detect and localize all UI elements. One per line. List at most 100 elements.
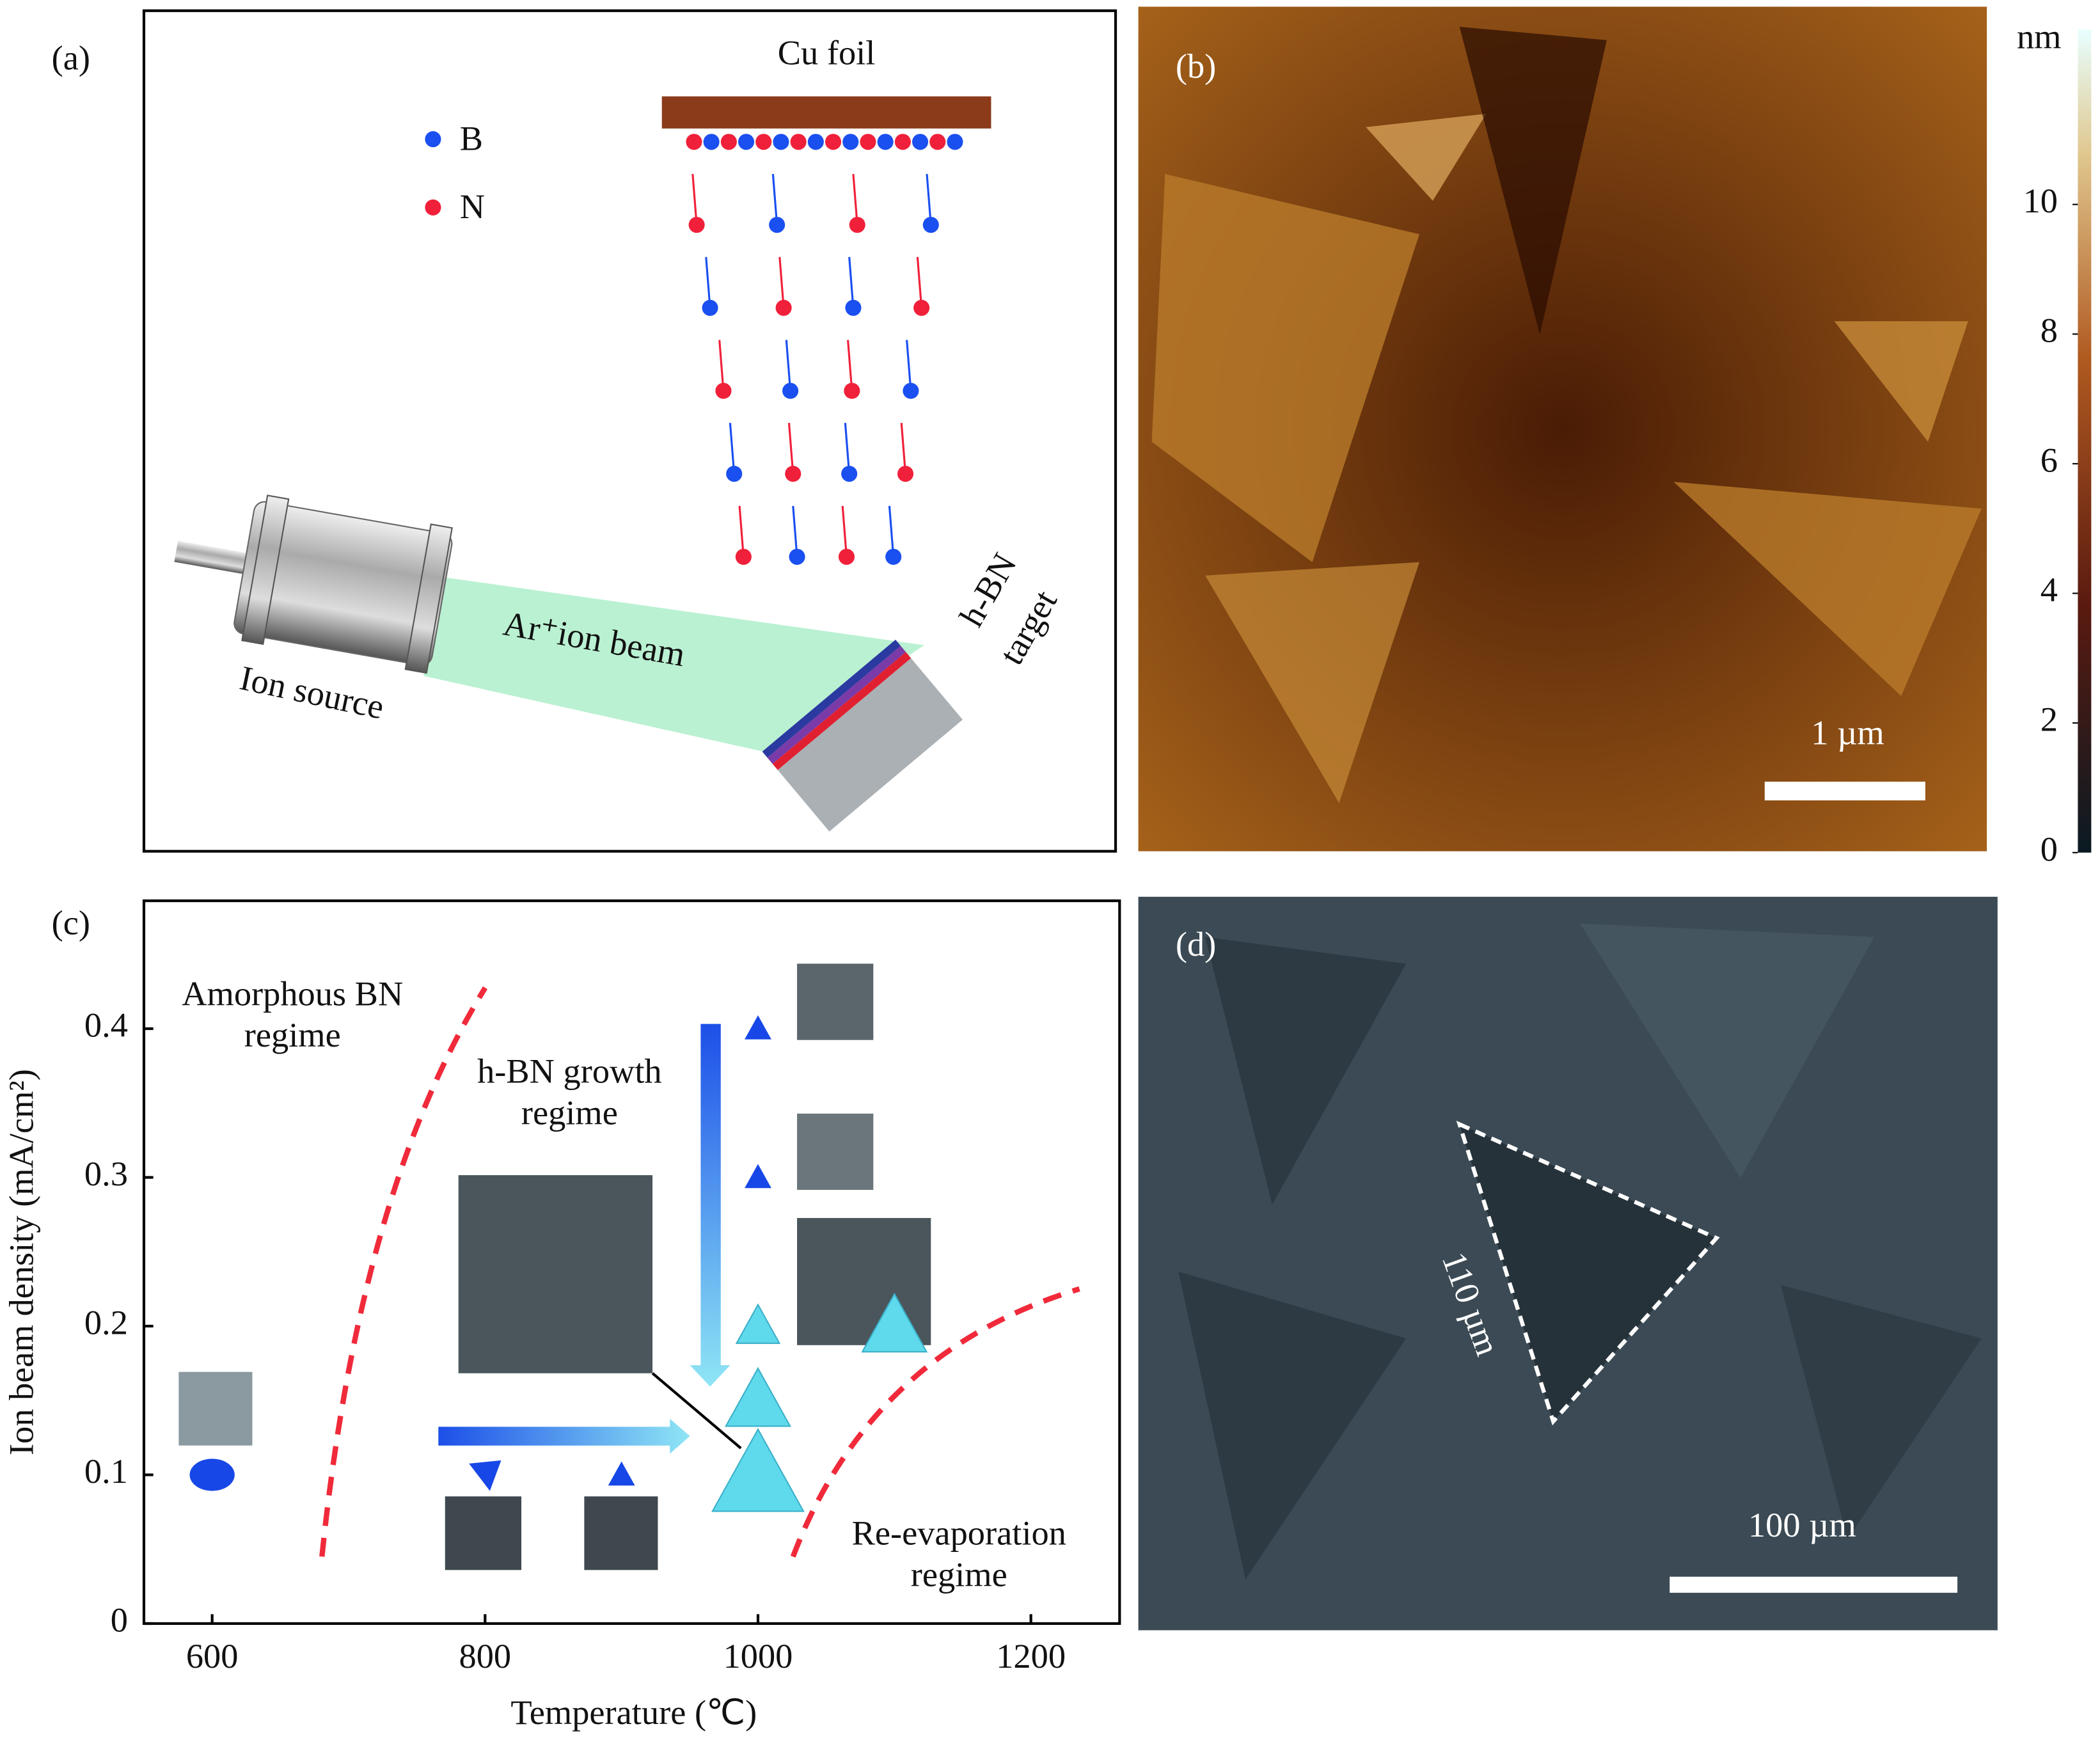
frame	[142, 9, 1117, 853]
panel-label: (d)	[1176, 925, 1216, 963]
x-tick-label: 600	[186, 1637, 239, 1675]
atom	[720, 134, 737, 150]
y-tick-label: 0.1	[84, 1452, 128, 1491]
y-tick-label: 0.3	[84, 1155, 128, 1193]
scale-label: 100 µm	[1748, 1506, 1856, 1544]
trail	[705, 257, 711, 308]
trail	[846, 340, 853, 391]
atom	[738, 134, 755, 150]
point	[861, 1292, 928, 1353]
atom	[790, 134, 807, 150]
panel-a: (a) Cu foil B N Ar⁺ion beam Ion source h…	[52, 9, 1117, 853]
boundary	[319, 986, 488, 1557]
arrow	[438, 1418, 690, 1454]
point	[469, 1460, 501, 1491]
atoms	[686, 134, 963, 150]
annotation: Re-evaporation	[852, 1514, 1066, 1552]
trail	[778, 257, 785, 308]
y-tick-label: 0.4	[84, 1006, 128, 1045]
cu-foil	[661, 96, 991, 129]
atom	[913, 299, 930, 316]
point	[711, 1428, 805, 1512]
atom	[849, 216, 865, 233]
colorbar-tick-label: 0	[2041, 830, 2058, 868]
atom	[775, 299, 792, 316]
atom	[845, 299, 862, 316]
trail	[926, 173, 932, 225]
colorbar-tick-label: 6	[2041, 441, 2058, 479]
frame	[142, 899, 1121, 1625]
atom	[897, 466, 914, 482]
trail	[792, 505, 798, 557]
atom	[703, 134, 720, 150]
colorbar-ticks: 0 2 4 6 8 10	[2023, 182, 2078, 868]
colorbar-tick-label: 4	[2041, 571, 2058, 609]
trail	[691, 173, 698, 225]
trail	[844, 423, 851, 474]
atom	[782, 383, 799, 399]
boundary	[790, 1286, 1080, 1558]
atom	[842, 134, 859, 150]
atom	[773, 134, 789, 150]
thumbnail	[445, 1496, 522, 1570]
atom	[912, 134, 929, 150]
thumbnail	[458, 1175, 653, 1373]
atom	[894, 134, 911, 150]
point	[724, 1366, 791, 1427]
panel-b: (b) 1 µm nm 0 2 4 6 8 10	[1138, 6, 2092, 868]
atom	[702, 299, 718, 316]
point	[735, 1303, 781, 1344]
annotation: h-BN growth	[477, 1052, 662, 1091]
x-axis-label: Temperature (℃)	[510, 1693, 757, 1732]
atom	[789, 548, 805, 565]
trail	[900, 423, 907, 474]
atom	[686, 134, 702, 150]
trail	[771, 173, 778, 225]
atom	[922, 216, 939, 233]
falling-atoms	[688, 173, 939, 565]
outline	[1456, 1120, 1720, 1426]
atom	[841, 466, 858, 482]
thumbnail	[797, 1113, 874, 1190]
x-tick-label: 800	[459, 1637, 512, 1675]
ion-source	[174, 494, 453, 674]
atom	[688, 216, 705, 233]
atom	[860, 134, 876, 150]
trail	[916, 257, 923, 308]
atom	[885, 548, 902, 565]
thumbnail	[584, 1496, 658, 1570]
colorbar-tick-label: 10	[2023, 182, 2058, 220]
trail	[888, 505, 895, 557]
n-marker	[425, 199, 441, 216]
trail	[787, 423, 794, 474]
target	[762, 639, 963, 832]
point	[608, 1461, 635, 1486]
trail	[738, 505, 745, 557]
panel-c: (c) Temperature (℃) Ion beam density (mA…	[2, 899, 1121, 1732]
annotation: regime	[911, 1555, 1007, 1594]
x-tick-label: 1000	[723, 1637, 793, 1675]
atom	[903, 383, 919, 399]
annotation: regime	[521, 1093, 618, 1132]
colorbar-tick-label: 8	[2041, 312, 2058, 350]
colorbar-tick-label: 2	[2041, 700, 2058, 739]
thumbnail	[178, 1372, 253, 1446]
scale-bar	[1764, 781, 1925, 801]
colorbar-label: nm	[2017, 17, 2062, 56]
atom	[838, 548, 855, 565]
thumbnail	[797, 963, 874, 1040]
colorbar	[2078, 29, 2092, 853]
annotation: Amorphous BN	[182, 974, 403, 1013]
legend-label: B	[460, 119, 483, 157]
trail	[841, 505, 848, 557]
atom	[785, 466, 801, 482]
trail	[906, 340, 912, 391]
ion-beam	[423, 575, 924, 752]
trail	[718, 340, 725, 391]
atom	[929, 134, 946, 150]
atom	[769, 216, 786, 233]
label: Cu foil	[778, 33, 876, 72]
atom	[755, 134, 772, 150]
point	[189, 1459, 235, 1491]
